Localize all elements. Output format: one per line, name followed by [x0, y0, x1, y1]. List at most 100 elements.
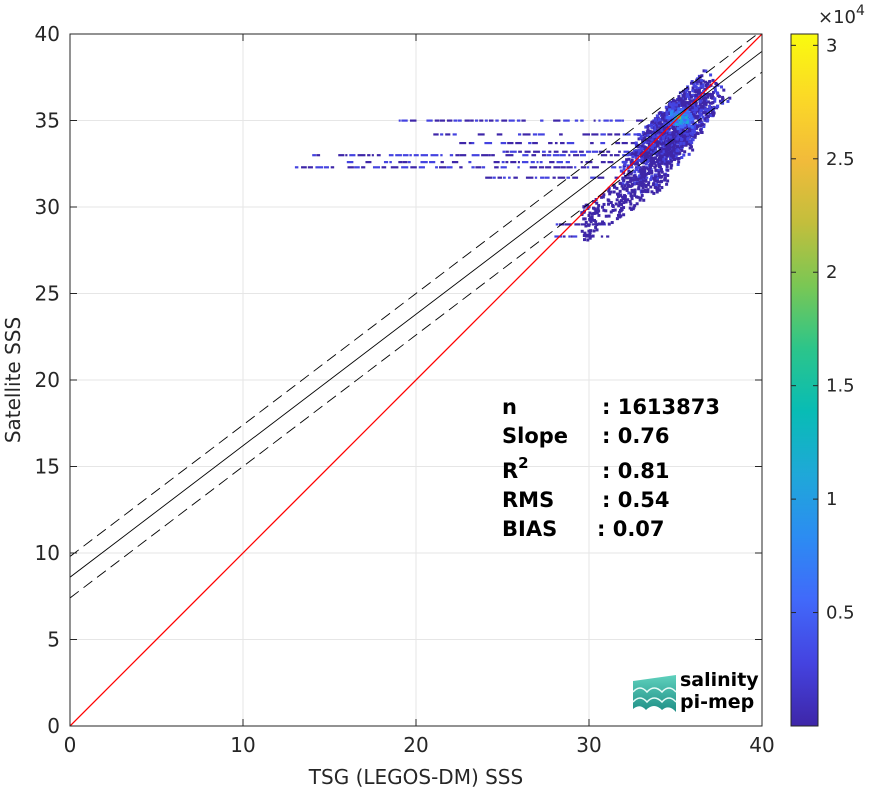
density-cell — [672, 132, 676, 136]
density-cell-tail — [642, 165, 646, 169]
density-cell-tail — [666, 179, 670, 183]
density-cell — [660, 170, 664, 174]
density-cell — [655, 124, 659, 128]
density-cell — [692, 81, 696, 85]
density-cell-tail — [592, 229, 596, 233]
fit-confidence-line — [70, 34, 759, 557]
density-core-cell — [680, 125, 684, 129]
density-cell — [670, 142, 674, 146]
density-core-cell — [678, 121, 682, 125]
density-streak-cell — [510, 161, 517, 164]
density-cell — [713, 86, 717, 90]
density-streak-cell — [492, 176, 496, 179]
density-streak-cell — [607, 161, 614, 164]
density-core-cell — [676, 110, 680, 114]
density-cell — [649, 139, 653, 143]
density-streak-cell — [433, 133, 439, 136]
density-core-cell — [670, 113, 674, 117]
density-streak-cell — [323, 166, 329, 169]
density-cell — [621, 182, 625, 186]
density-cell — [706, 100, 710, 104]
density-cell-tail — [637, 185, 641, 189]
logo-line2: pi-mep — [680, 691, 754, 713]
density-cell — [646, 188, 650, 192]
density-streak-cell — [570, 235, 573, 238]
density-core-cell — [687, 124, 691, 128]
density-cell — [666, 120, 670, 124]
density-streak-cell — [614, 133, 621, 136]
density-streak-cell — [409, 154, 412, 157]
density-streak-cell — [338, 154, 345, 157]
density-cell — [689, 104, 693, 108]
density-cell — [677, 134, 681, 138]
density-cell — [670, 106, 674, 110]
density-cell-tail — [583, 238, 587, 242]
density-cell-tail — [650, 190, 654, 194]
density-cell — [650, 120, 654, 124]
density-streak-cell — [548, 141, 553, 145]
density-streak-cell — [354, 166, 360, 169]
density-streak-cell — [529, 166, 538, 169]
density-streak-cell — [566, 166, 573, 169]
density-core-cell — [679, 114, 683, 118]
density-cell — [660, 151, 664, 155]
density-streak-cell — [390, 166, 399, 169]
density-cell — [677, 104, 681, 108]
density-core-cell — [680, 123, 684, 127]
density-streak-cell — [563, 119, 570, 122]
density-cell-tail — [641, 169, 645, 173]
density-cell — [704, 80, 708, 84]
density-cell — [697, 89, 701, 93]
density-cell — [652, 143, 656, 147]
density-cell — [699, 119, 703, 123]
density-streak-cell — [553, 166, 561, 169]
density-cell-tail — [656, 186, 660, 190]
density-streak-cell — [554, 235, 563, 238]
density-streak-cell — [518, 150, 522, 153]
density-streak-cell — [479, 119, 484, 122]
density-cell — [665, 133, 669, 137]
density-cell-tail — [607, 189, 611, 193]
density-streak-cell — [470, 119, 474, 122]
x-tick-label: 40 — [749, 733, 774, 757]
density-cell — [644, 125, 648, 129]
density-cell-tail — [584, 224, 588, 228]
density-streak-cell — [491, 154, 495, 157]
density-cell — [691, 93, 695, 97]
density-streak-cell — [565, 161, 570, 164]
density-cell — [696, 77, 700, 81]
density-streak-cell — [542, 150, 546, 153]
density-streak-cell — [402, 161, 408, 164]
density-streak-cell — [572, 235, 578, 238]
density-cell — [700, 74, 704, 78]
density-streak-cell — [600, 154, 608, 157]
density-cell-tail — [601, 195, 605, 199]
density-cell — [648, 165, 652, 169]
density-cell-tail — [657, 170, 661, 174]
density-cell — [656, 135, 660, 139]
density-cell — [637, 148, 641, 152]
stat-bias-label: BIAS — [502, 517, 557, 541]
density-cell-tail — [625, 186, 629, 190]
density-cell-tail — [597, 213, 601, 217]
density-cell — [711, 96, 715, 100]
density-cell — [716, 104, 720, 108]
density-cell — [656, 144, 660, 148]
density-cell — [670, 159, 674, 163]
density-cell — [699, 106, 703, 110]
density-streak-cell — [503, 176, 506, 179]
density-cell — [665, 165, 669, 169]
stat-rms-value: : 0.54 — [602, 488, 670, 512]
density-streak-cell — [502, 150, 506, 153]
density-cell — [638, 158, 642, 162]
density-cell — [655, 140, 659, 144]
density-streak-cell — [402, 154, 409, 157]
density-streak-cell — [559, 154, 566, 157]
density-core-cell — [675, 111, 679, 115]
logo-line1: salinity — [680, 669, 759, 691]
density-core-cell — [685, 111, 689, 115]
x-axis-label: TSG (LEGOS-DM) SSS — [308, 765, 523, 789]
density-cell-tail — [628, 206, 632, 210]
density-cell-tail — [618, 201, 622, 205]
density-cell — [689, 99, 693, 103]
